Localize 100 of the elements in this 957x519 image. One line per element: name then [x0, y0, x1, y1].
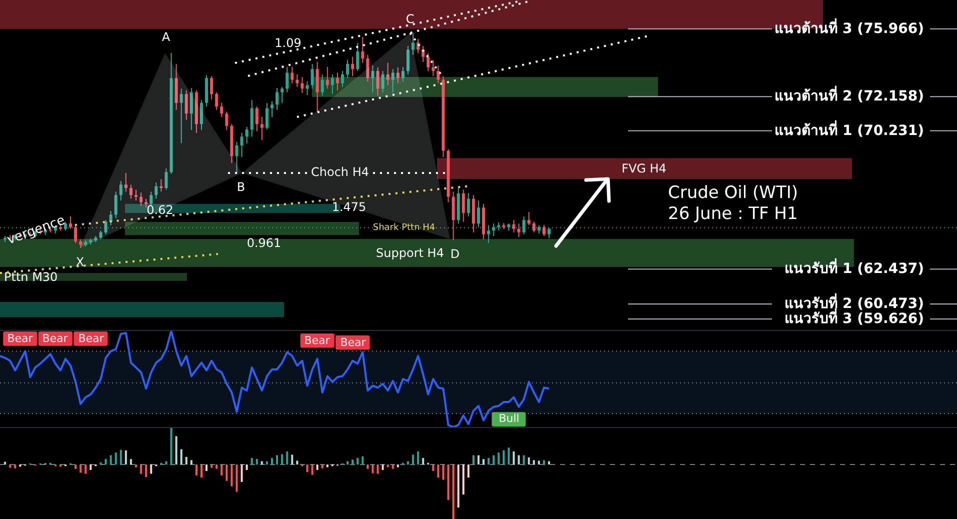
text: C [406, 12, 414, 26]
bar [321, 464, 324, 468]
bar [432, 464, 434, 472]
bar [356, 458, 359, 465]
candlestick [542, 224, 546, 236]
bar [260, 461, 263, 465]
text: X [76, 255, 84, 269]
candlestick [164, 168, 168, 190]
bar [291, 454, 294, 465]
bar [206, 464, 208, 472]
annotation: B [236, 180, 246, 194]
bar [104, 459, 107, 465]
bar [548, 461, 550, 465]
candlestick [326, 66, 329, 90]
candlestick [129, 184, 132, 200]
candlestick [406, 46, 410, 75]
candlestick [381, 70, 384, 93]
bar [281, 454, 284, 465]
bar [482, 459, 485, 465]
bar [422, 458, 424, 465]
bar [276, 455, 278, 465]
bar [220, 464, 223, 476]
bar [498, 452, 500, 465]
candlestick [134, 189, 138, 201]
candlestick [517, 222, 520, 238]
annotation: D [450, 247, 460, 261]
candlestick [436, 65, 440, 84]
candlestick [114, 191, 118, 219]
candlestick [180, 88, 183, 144]
bar [467, 464, 470, 478]
bar [226, 464, 228, 481]
bar [532, 460, 535, 465]
candlestick [190, 87, 193, 130]
candlestick [452, 191, 455, 241]
bar [266, 461, 268, 465]
candlestick [341, 70, 344, 88]
bar [4, 462, 6, 465]
bar [165, 461, 168, 465]
candlestick [140, 192, 143, 206]
candlestick [300, 76, 304, 94]
candlestick [376, 66, 380, 96]
bar [538, 460, 540, 465]
bar [392, 464, 394, 469]
candlestick [276, 87, 279, 110]
ref-line-label: แนวต้านที่ 3 (75.966) [774, 18, 924, 37]
candlestick [532, 221, 536, 233]
candlestick [330, 74, 334, 94]
bar [478, 455, 480, 465]
bar [256, 459, 258, 465]
text: 26 June : TF H1 [668, 204, 798, 224]
annotation: Shark Pttn H4 [372, 223, 436, 233]
bar [522, 455, 525, 465]
bar [140, 464, 142, 474]
candlestick [225, 111, 228, 130]
bar [145, 464, 148, 478]
candlestick [351, 56, 354, 77]
candlestick [371, 65, 374, 93]
bar [250, 458, 253, 465]
bar [316, 464, 318, 470]
candlestick [119, 180, 122, 201]
candlestick [260, 116, 264, 141]
bar [210, 464, 213, 468]
bar [372, 464, 374, 474]
candlestick [386, 62, 390, 86]
annotation: Choch H4 [310, 165, 370, 179]
candlestick [150, 191, 153, 206]
candlestick [240, 132, 244, 158]
candlestick [336, 72, 339, 91]
candlestick [255, 106, 258, 132]
bar [542, 460, 545, 465]
bar [114, 452, 117, 465]
bar [270, 458, 273, 465]
candlestick [306, 81, 309, 96]
bar [246, 464, 248, 470]
annotation: 1.09 [274, 36, 302, 50]
bar [130, 459, 132, 465]
candlestick [265, 102, 268, 130]
bar [447, 464, 450, 500]
candlestick [280, 86, 284, 104]
bar [512, 451, 515, 465]
bar [311, 464, 314, 475]
bar [386, 464, 389, 468]
bar [124, 450, 127, 465]
candlestick [310, 63, 314, 90]
bar [417, 451, 420, 465]
bar [437, 464, 440, 478]
bar [195, 464, 198, 476]
candlestick [412, 32, 415, 56]
candlestick [527, 212, 530, 226]
candlestick [426, 52, 430, 72]
bar [80, 464, 82, 473]
bar [150, 464, 152, 474]
bar [240, 464, 243, 482]
candlestick [356, 42, 360, 72]
bar [462, 464, 464, 494]
bar [452, 464, 454, 519]
bar [100, 462, 102, 465]
bar [74, 464, 77, 469]
bar [170, 428, 172, 465]
bar [190, 460, 192, 465]
